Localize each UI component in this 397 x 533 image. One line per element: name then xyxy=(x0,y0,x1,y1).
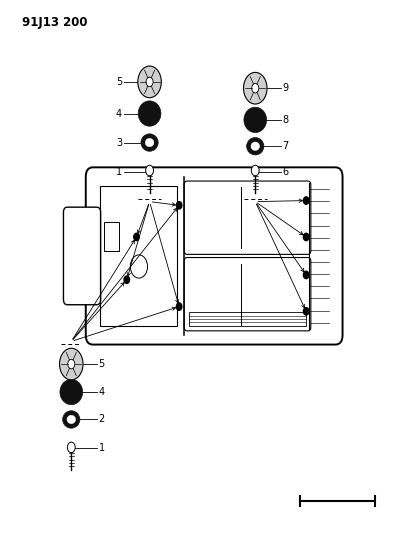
Bar xyxy=(104,222,119,251)
Text: 8: 8 xyxy=(283,115,289,125)
Circle shape xyxy=(134,233,139,241)
Ellipse shape xyxy=(60,379,83,405)
Text: 9: 9 xyxy=(283,83,289,93)
Text: 6: 6 xyxy=(283,166,289,176)
Ellipse shape xyxy=(67,415,75,424)
Text: 1: 1 xyxy=(116,166,122,176)
Ellipse shape xyxy=(251,142,260,150)
Ellipse shape xyxy=(145,139,154,147)
Text: 5: 5 xyxy=(116,77,122,87)
Text: 2: 2 xyxy=(99,415,105,424)
Circle shape xyxy=(303,233,309,241)
Circle shape xyxy=(146,165,154,176)
Ellipse shape xyxy=(244,107,267,133)
Ellipse shape xyxy=(63,411,80,428)
Circle shape xyxy=(68,359,75,369)
Circle shape xyxy=(60,348,83,380)
Circle shape xyxy=(303,271,309,279)
Text: 7: 7 xyxy=(283,141,289,151)
Text: 4: 4 xyxy=(116,109,122,118)
Ellipse shape xyxy=(247,138,264,155)
Circle shape xyxy=(67,442,75,453)
Bar xyxy=(189,312,306,326)
Text: 4: 4 xyxy=(99,387,105,397)
Circle shape xyxy=(176,201,182,209)
Circle shape xyxy=(252,84,259,93)
Circle shape xyxy=(138,66,161,98)
Ellipse shape xyxy=(138,101,161,126)
Circle shape xyxy=(243,72,267,104)
Text: 91J13 200: 91J13 200 xyxy=(22,16,88,29)
FancyBboxPatch shape xyxy=(86,167,343,344)
FancyBboxPatch shape xyxy=(64,207,100,305)
Circle shape xyxy=(124,276,129,284)
Text: 3: 3 xyxy=(116,138,122,148)
Bar xyxy=(100,187,177,326)
Circle shape xyxy=(251,165,259,176)
Circle shape xyxy=(146,77,153,87)
Text: 1: 1 xyxy=(99,443,105,454)
Circle shape xyxy=(303,308,309,315)
Ellipse shape xyxy=(141,134,158,151)
Text: 5: 5 xyxy=(99,359,105,369)
Circle shape xyxy=(176,303,182,310)
Circle shape xyxy=(303,197,309,204)
